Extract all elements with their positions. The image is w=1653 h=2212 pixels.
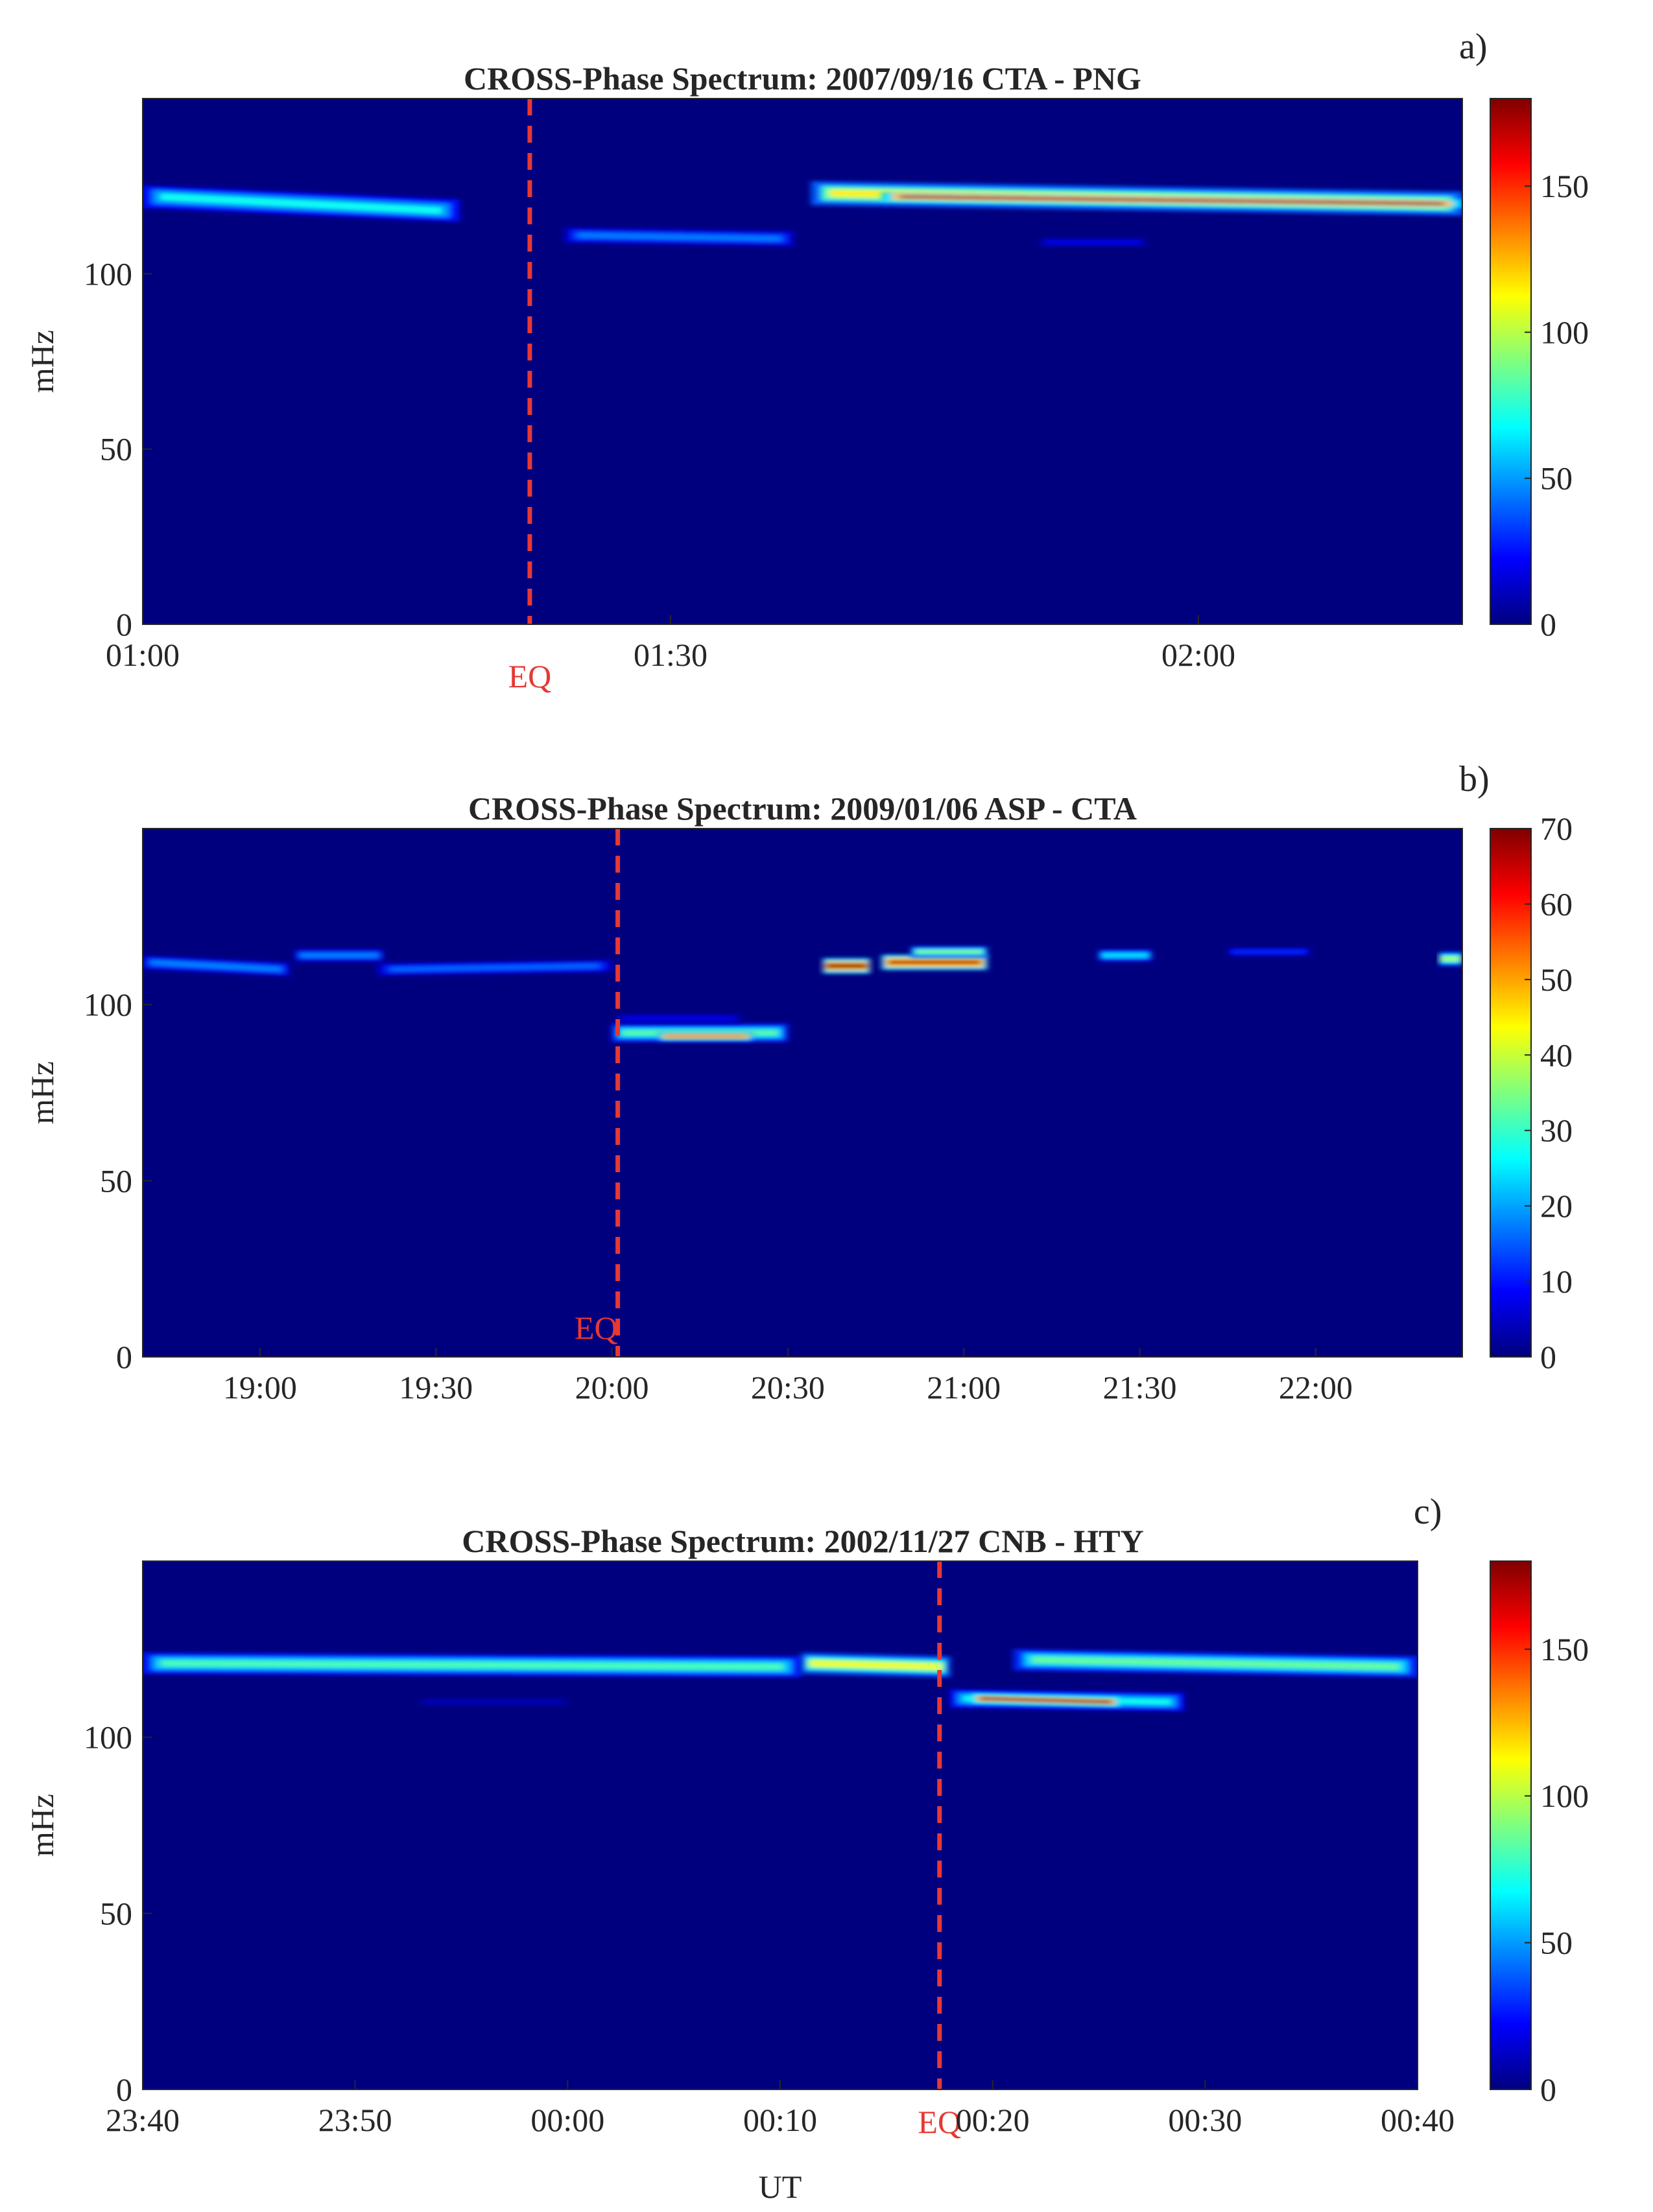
x-tick-label: 00:10: [743, 2102, 817, 2138]
colorbar-tick-label: 10: [1540, 1264, 1573, 1300]
x-tick-label: 01:00: [106, 637, 180, 673]
y-tick-label: 0: [116, 2071, 132, 2108]
spectral-band: [971, 1693, 1121, 1707]
colorbar: 0 10 20 30 40 50 60 70: [1490, 810, 1573, 1375]
colorbar-tick-label: 20: [1540, 1188, 1573, 1224]
y-axis-label: mHz: [24, 330, 60, 393]
panel-0: EQ 0 50 100 mHz 01:00 01:30 02:00 CROSS-Phase Sp…: [24, 27, 1589, 694]
heatmap-background: [143, 99, 1462, 624]
heatmap-background: [143, 1561, 1418, 2089]
spectral-band: [801, 1653, 951, 1678]
chart-title: CROSS-Phase Spectrum: 2009/01/06 ASP - C…: [468, 790, 1137, 827]
colorbar-tick-label: 0: [1540, 1339, 1556, 1375]
heatmap-background: [143, 829, 1462, 1357]
colorbar-tick-label: 60: [1540, 886, 1573, 922]
spectral-band: [295, 948, 383, 962]
spectral-band: [418, 1698, 568, 1706]
eq-label: EQ: [508, 658, 552, 694]
spectral-band: [377, 959, 612, 976]
x-tick-label: 00:30: [1168, 2102, 1242, 2138]
panel-label: b): [1459, 759, 1490, 799]
x-tick-label: 02:00: [1161, 637, 1235, 673]
y-tick-label: 50: [100, 1162, 132, 1199]
spectral-band: [658, 1031, 753, 1041]
spectral-band: [143, 955, 290, 977]
x-tick-label: 21:30: [1103, 1369, 1177, 1406]
axes-frame: [142, 828, 1463, 1358]
colorbar: 0 50 100 150: [1490, 98, 1589, 642]
colorbar-tick-label: 50: [1540, 460, 1573, 497]
x-tick-label: 19:00: [223, 1369, 297, 1406]
colorbar-tick-label: 50: [1540, 1925, 1573, 1961]
x-tick-label: 19:30: [399, 1369, 473, 1406]
colorbar-tick-label: 70: [1540, 810, 1573, 847]
y-tick-label: 0: [116, 1339, 132, 1375]
eq-label: EQ: [575, 1310, 618, 1346]
y-axis-label: mHz: [24, 1794, 60, 1857]
x-tick-label: 01:30: [634, 637, 708, 673]
colorbar-tick-label: 100: [1540, 1778, 1589, 1814]
spectral-band: [823, 958, 870, 974]
y-tick-label: 50: [100, 1895, 132, 1931]
spectral-band: [565, 227, 794, 247]
axes-frame: [142, 98, 1463, 625]
heatmap-bands: [143, 181, 1462, 247]
y-tick-label: 100: [84, 1719, 132, 1756]
spectral-band: [1228, 947, 1310, 956]
colorbar-tick-label: 40: [1540, 1037, 1573, 1073]
x-tick-label: 00:40: [1381, 2102, 1455, 2138]
colorbar-tick-label: 30: [1540, 1112, 1573, 1149]
x-tick-label: 22:00: [1279, 1369, 1353, 1406]
x-tick-label: 20:00: [575, 1369, 649, 1406]
panel-label: a): [1459, 27, 1488, 67]
spectral-band: [1014, 1649, 1418, 1678]
heatmap-bands: [143, 946, 1462, 1042]
x-axis-label: UT: [759, 2169, 802, 2205]
spectral-band: [143, 1653, 802, 1678]
spectral-band: [143, 185, 460, 222]
spectral-band: [881, 954, 988, 971]
y-tick-label: 50: [100, 431, 132, 467]
colorbar-tick-label: 0: [1540, 606, 1556, 642]
spectral-band: [617, 1014, 741, 1024]
colorbar-tick-label: 150: [1540, 1631, 1589, 1667]
panel-2: EQ 0 50 100 mHz 23:40 23:50 00:00 00:10 00:20 00:3…: [24, 1492, 1589, 2140]
spectral-band: [1099, 949, 1152, 961]
y-tick-label: 0: [116, 606, 132, 642]
x-tick-label: 20:30: [751, 1369, 825, 1406]
y-tick-label: 100: [84, 987, 132, 1023]
colorbar-tick-label: 50: [1540, 961, 1573, 998]
eq-label: EQ: [918, 2104, 961, 2140]
chart-title: CROSS-Phase Spectrum: 2002/11/27 CNB - H…: [462, 1523, 1143, 1559]
spectral-band: [881, 192, 1462, 209]
colorbar: 0 50 100 150: [1490, 1560, 1589, 2108]
x-tick-label: 00:20: [956, 2102, 1030, 2138]
spectral-band: [910, 946, 988, 958]
colorbar-tick-label: 100: [1540, 314, 1589, 350]
x-tick-label: 23:40: [106, 2102, 180, 2138]
y-tick-label: 100: [84, 255, 132, 292]
y-axis-label: mHz: [24, 1061, 60, 1124]
chart-title: CROSS-Phase Spectrum: 2007/09/16 CTA - P…: [464, 60, 1141, 97]
panel-label: c): [1414, 1492, 1442, 1532]
colorbar-tick-label: 150: [1540, 168, 1589, 204]
x-tick-label: 21:00: [927, 1369, 1001, 1406]
colorbar-tick-label: 0: [1540, 2071, 1556, 2108]
heatmap-bands: [143, 1649, 1418, 1712]
spectral-band: [1040, 238, 1146, 247]
spectral-band: [1438, 952, 1462, 966]
x-tick-label: 00:00: [530, 2102, 604, 2138]
x-tick-label: 23:50: [318, 2102, 392, 2138]
